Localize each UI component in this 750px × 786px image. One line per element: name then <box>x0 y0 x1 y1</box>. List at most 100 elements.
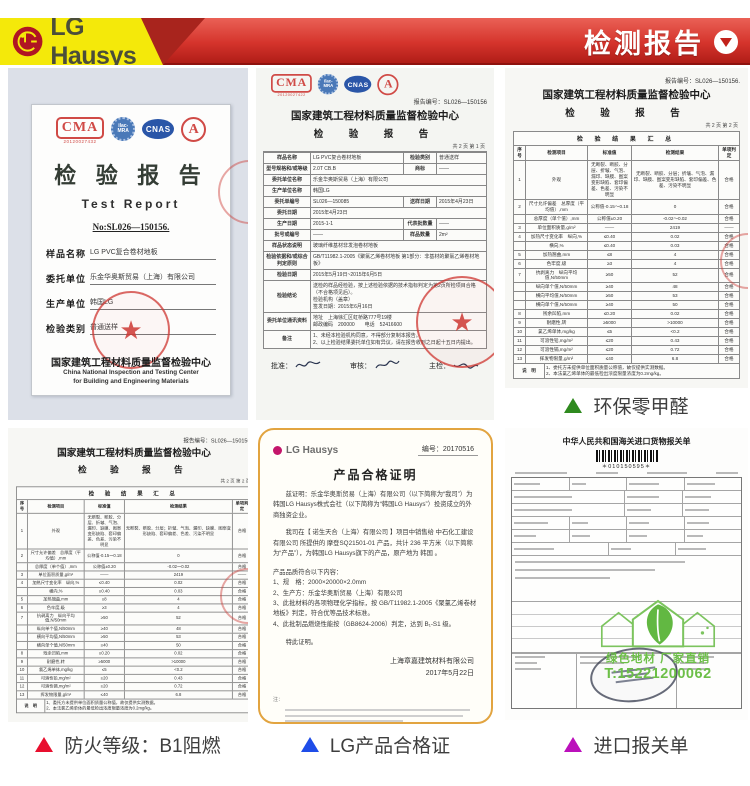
caption-label: 防火等级：B1阻燃 <box>64 735 221 757</box>
page-indicator: 共 2 页 第 2 页 <box>220 479 248 485</box>
results-row: 纵向单个值,N/50mm ≥40 48 合格 <box>16 624 248 634</box>
row-label: 检验依据和/或综合判定原则 <box>266 253 308 267</box>
test-result: 4 <box>123 603 232 612</box>
results-row: 8 残余凹陷,mm ≤0.20 0.02 合格 <box>16 649 248 658</box>
red-triangle-icon <box>35 736 54 752</box>
chevron-down-icon[interactable] <box>714 29 738 54</box>
accreditation-logos: CMA 20120027432 ilac-MRA CNAS A <box>32 117 230 144</box>
test-result: 0.43 <box>123 675 232 683</box>
closing-line: 特此证明。 <box>285 639 318 647</box>
field-label: 委托单位 <box>46 274 87 284</box>
results-row: 8 残余凹陷,mm ≤0.20 0.02 合格 <box>514 309 739 319</box>
test-result: 6.8 <box>123 691 232 699</box>
row-label2: 送样日期 <box>403 197 436 207</box>
row-index: 10 <box>516 329 523 335</box>
verdict: 合格 <box>718 232 739 241</box>
test-item: 耐磨性,转 <box>26 658 84 666</box>
row-label: 型号规格和/或等级 <box>266 165 308 172</box>
row-label2: 代表批数量 <box>403 219 436 229</box>
row-index: 6 <box>518 260 521 266</box>
standard-value: ≤8 <box>83 595 124 604</box>
standard-value: ≥50 <box>83 634 124 642</box>
row-value: 玻璃纤维基材非发泡卷材地板 <box>310 241 486 251</box>
results-row: 5 加热翘曲,mm ≤8 4 合格 <box>16 594 248 604</box>
caption-fire-rating: 防火等级：B1阻燃 <box>8 729 248 759</box>
results-row: 4 加热尺寸变化率 纵向,% ≤0.40 0.02 合格 <box>16 578 248 587</box>
page-indicator: 共 2 页 第 2 页 <box>705 123 738 129</box>
lg-logo-icon <box>12 26 43 57</box>
results-row: 4 加热尺寸变化率 纵向,% ≤0.40 0.02 合格 <box>514 231 739 241</box>
results-row: 2 尺寸允许偏差 总厚度（平均值）,mm 公称值-0.15～0.18 0 合格 <box>16 548 248 562</box>
results-table-title: 检 验 结 果 汇 总 <box>514 132 739 146</box>
verdict: 合格 <box>718 310 739 319</box>
row-index: 3 <box>518 224 521 230</box>
report-title-cn: 检 验 报 告 <box>54 163 208 188</box>
standard-value: ≥40 <box>587 283 631 292</box>
brand-name: LG Hausys <box>286 444 339 456</box>
row-index: 1 <box>20 528 24 533</box>
cma-number: 20120027422 <box>277 92 306 97</box>
standard-value: ≥50 <box>587 268 631 283</box>
row-index <box>17 642 27 649</box>
test-item: 横向平均值,N/50mm <box>525 292 587 301</box>
test-result: 0 <box>123 549 232 562</box>
report-number-line: 报告编号：SL026—150156. <box>183 438 248 445</box>
approve-label: 批准： <box>271 363 292 370</box>
row-index: 7 <box>20 615 24 621</box>
standard-value: ≤20 <box>587 337 631 346</box>
field-label: 样品名称 <box>46 249 87 259</box>
standard-value: ≤5 <box>83 666 124 675</box>
verdict: 合格 <box>718 355 739 364</box>
row-label: 样品名称 <box>276 154 297 161</box>
results-row: 10 氯乙烯单体,mg/kg ≤5 <0.2 合格 <box>16 665 248 675</box>
test-result: 0 <box>631 199 718 214</box>
row-value: 地址 上海徐汇区虹桥路777号19楼 邮政编码 200000 电话 524166… <box>310 313 486 330</box>
row-index: 1 <box>518 176 521 182</box>
eco-houses-leaf-icon <box>600 599 716 648</box>
test-item: 残余凹陷,mm <box>26 650 84 658</box>
blurred-text-line <box>515 472 567 474</box>
review-label: 审核： <box>350 363 371 370</box>
row-index: 13 <box>19 692 25 697</box>
test-result: 50 <box>123 642 232 650</box>
cover-field-row: 样品名称 LG PVC复合卷材地板 <box>46 247 216 260</box>
results-row: 11 可溶性铅,mg/m² ≤20 0.43 合格 <box>514 336 739 346</box>
table-row: 备注 1、未经本检验机构同意，不得部分复制本报告。 2、以上检验结果委托单位如有… <box>264 330 486 348</box>
test-result: 4 <box>631 259 718 268</box>
cma-number: 20120027432 <box>63 139 97 144</box>
verdict: 合格 <box>718 346 739 355</box>
row-value2: —— <box>436 164 486 174</box>
test-result: 无断裂、断胶、分层；折皱、气泡、漏印、缺膜、图案变形缺陷、套印偏差、色差、污染不… <box>631 160 718 199</box>
row-value: 1、未经本检验机构同意，不得部分复制本报告。 2、以上检验结果委托单位如有异议，… <box>310 331 486 348</box>
test-item: 可溶性镉,mg/m² <box>525 346 587 355</box>
results-row: 6 色牢度,级 ≥3 4 合格 <box>514 258 739 268</box>
certificate-item: 4、此批制品燃烧性能按（GB8624-2006）判定，达到 B₁-S1 级。 <box>273 620 455 628</box>
field-value: 乐金华奥斯贸易（上海）有限公司 <box>90 273 216 285</box>
results-row: 3 单位面积质量,g/m² —— 2419 —— <box>16 570 248 579</box>
results-row: 横向单个值,N/50mm ≥40 50 合格 <box>16 641 248 650</box>
row-index: 11 <box>19 675 25 681</box>
standard-value: ≤0.40 <box>83 587 124 595</box>
page-indicator: 共 2 页 第 1 页 <box>452 144 485 150</box>
test-item: 外观 <box>26 513 84 549</box>
caption-label: 进口报关单 <box>593 735 689 757</box>
standard-value: ≥40 <box>83 642 124 650</box>
standard-value: —— <box>587 223 631 232</box>
test-item: 纵向单个值,N/50mm <box>26 625 84 634</box>
verdict: 合格 <box>718 283 739 292</box>
report-title-en: Test Report <box>81 197 181 211</box>
table-row: 检验日期 2015年5月19日~2015年6月5日 <box>264 269 486 280</box>
row-value: 2015年4月23日 <box>310 208 486 218</box>
test-item: 横向单个值,N/50mm <box>26 642 84 650</box>
items-lead: 产品品质符合以下内容： <box>273 569 343 577</box>
row-value: 送检的样品经检验，按上述检验依据的技术指标判定为第2页所检项目合格（不合格项见后… <box>310 281 486 312</box>
field-label: 检验类别 <box>46 324 87 334</box>
report-number-line: 报告编号：SL026—150156. <box>664 79 740 85</box>
test-item: 单位面积质量,g/m² <box>26 571 84 579</box>
test-item: 挥发物限量,g/m² <box>26 691 84 699</box>
results-row: 12 可溶性镉,mg/m² ≤20 0.72 合格 <box>514 345 739 355</box>
note-row: 说 明 1、委托方未提供单位面积质量公称值，故仅提供实测数据。 2、本法氯乙烯单… <box>16 698 248 713</box>
standard-value: 公称值-0.15～0.18 <box>83 549 124 562</box>
row-value: 2015-1-1 <box>310 219 403 229</box>
results-row: 2 尺寸允许偏差 总厚度（平均值）,mm 公称值-0.15～0.18 0 合格 <box>514 198 739 214</box>
